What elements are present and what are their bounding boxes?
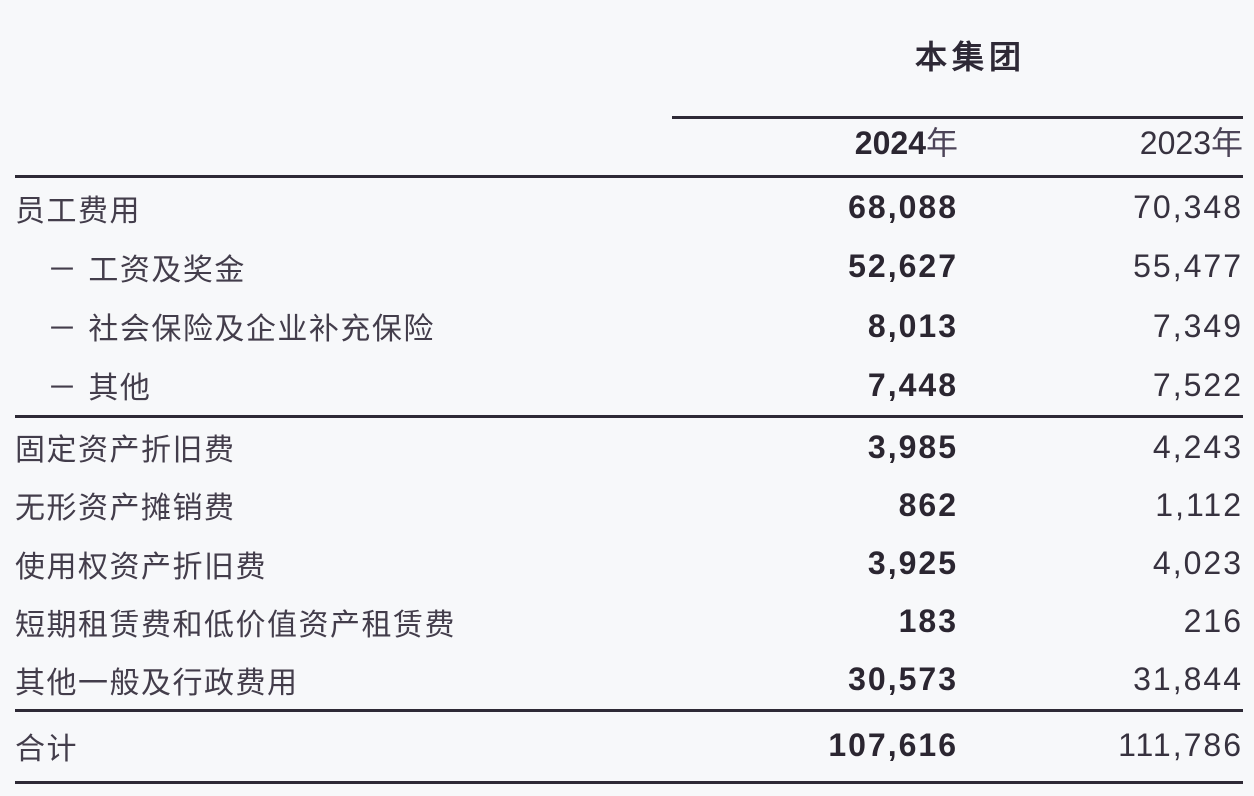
table-row-general-admin: 其他一般及行政费用 30,573 31,844	[15, 651, 1243, 709]
table-row-employee-other: － 其他 7,448 7,522	[15, 356, 1243, 415]
value-2024: 7,448	[867, 366, 958, 403]
value-2024: 52,627	[848, 248, 958, 285]
expense-table: 本集团 2024年 2023年 员工费用 68,088 70,348 － 工资及…	[15, 0, 1243, 796]
total-value-2024: 107,616	[828, 727, 958, 763]
total-value-2023: 111,786	[1118, 727, 1243, 763]
value-2023: 1,112	[1155, 486, 1243, 523]
group-header-row: 本集团	[15, 0, 1243, 119]
value-2024: 862	[898, 486, 958, 523]
value-2024: 68,088	[848, 189, 958, 226]
row-label: 短期租赁费和低价值资产租赁费	[15, 608, 456, 642]
value-2023: 4,243	[1152, 428, 1243, 465]
table-row-employee-costs: 员工费用 68,088 70,348	[15, 178, 1243, 237]
year-2024-suffix: 年	[925, 124, 958, 161]
row-label: 固定资产折旧费	[15, 434, 236, 468]
year-header-row: 2024年 2023年	[15, 110, 1243, 178]
value-2024: 3,985	[867, 428, 958, 465]
row-label: 其他一般及行政费用	[15, 666, 299, 700]
row-label: 使用权资产折旧费	[15, 550, 267, 584]
value-2023: 216	[1183, 603, 1243, 640]
year-2024-digits: 2024	[854, 124, 926, 161]
row-label: － 工资及奖金	[47, 253, 246, 287]
value-2024: 8,013	[867, 307, 958, 344]
employee-costs-section: 员工费用 68,088 70,348 － 工资及奖金 52,627 55,477…	[15, 178, 1243, 418]
year-2023-suffix: 年	[1210, 124, 1243, 161]
total-label: 合计	[15, 732, 78, 766]
other-expenses-section: 固定资产折旧费 3,985 4,243 无形资产摊销费 862 1,112 使用…	[15, 418, 1243, 712]
year-2023-digits: 2023	[1139, 124, 1211, 161]
group-header-title: 本集团	[914, 39, 1026, 75]
row-label: － 其他	[47, 372, 152, 406]
row-label: － 社会保险及企业补充保险	[47, 313, 435, 347]
group-header-span: 本集团	[672, 0, 1243, 119]
total-row: 合计 107,616 111,786	[15, 712, 1243, 784]
value-2024: 3,925	[867, 545, 958, 581]
column-header-2024: 2024年	[698, 118, 958, 164]
value-2023: 4,023	[1152, 545, 1243, 581]
value-2023: 70,348	[1133, 189, 1243, 226]
table-row-intangible-amortization: 无形资产摊销费 862 1,112	[15, 476, 1243, 534]
value-2024: 183	[898, 603, 958, 640]
table-row-fixed-asset-depreciation: 固定资产折旧费 3,985 4,243	[15, 418, 1243, 476]
value-2023: 55,477	[1133, 248, 1243, 285]
value-2024: 30,573	[848, 661, 958, 698]
value-2023: 31,844	[1133, 661, 1243, 698]
table-row-short-term-lease: 短期租赁费和低价值资产租赁费 183 216	[15, 593, 1243, 651]
value-2023: 7,522	[1152, 366, 1243, 403]
column-header-2023: 2023年	[958, 118, 1243, 164]
table-row-social-insurance: － 社会保险及企业补充保险 8,013 7,349	[15, 297, 1243, 356]
table-row-wages-bonuses: － 工资及奖金 52,627 55,477	[15, 237, 1243, 296]
row-label: 员工费用	[15, 194, 141, 228]
value-2023: 7,349	[1152, 307, 1243, 344]
row-label: 无形资产摊销费	[15, 492, 236, 526]
table-row-right-of-use-depreciation: 使用权资产折旧费 3,925 4,023	[15, 534, 1243, 592]
